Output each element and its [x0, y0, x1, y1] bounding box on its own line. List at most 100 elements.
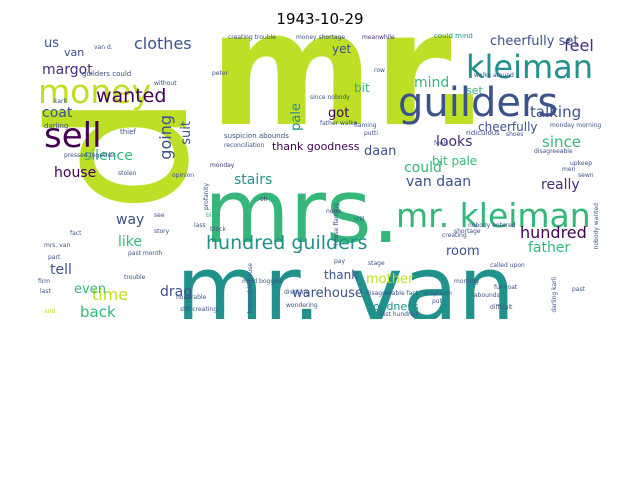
word-disagreeable-fact: disagreeable fact	[366, 290, 418, 297]
word-drag: drag	[160, 284, 193, 300]
word-pay: pay	[334, 258, 346, 265]
word-monday: monday	[210, 162, 235, 169]
word-karli: karli	[54, 98, 67, 105]
word-part: part	[48, 254, 61, 261]
word-us: us	[44, 36, 60, 51]
word-van-d: van d.	[94, 44, 113, 51]
word-dressing: dressing	[284, 289, 310, 296]
word-men: men	[562, 166, 576, 173]
word-nobody-entered: nobody entered	[468, 222, 516, 229]
word-lass: lass	[194, 222, 206, 229]
word-past: past	[572, 286, 585, 293]
word-honorable-house: honorable house	[247, 263, 254, 314]
word-mr-kleiman: mr. kleiman	[396, 196, 591, 235]
word-could-mind: could mind	[434, 33, 473, 40]
word-cheerfully-set: cheerfully set	[490, 34, 579, 49]
word-abounds: abounds	[474, 292, 500, 299]
word-upkeep: upkeep	[570, 160, 593, 167]
word-money-shortage: money shortage	[296, 34, 346, 41]
word-walks-around: walks around	[474, 72, 514, 79]
word-since: since	[542, 133, 581, 151]
word-house-flaming: house flaming	[333, 203, 340, 246]
word-tell: tell	[50, 262, 72, 278]
word-back: back	[80, 303, 116, 320]
word-thief: thief	[120, 128, 136, 136]
word-put: put	[432, 298, 442, 305]
word-wanted: wanted	[96, 85, 167, 107]
word-row: row	[374, 67, 385, 74]
word-last-hundred: last hundred	[380, 311, 418, 318]
word-cloud: mr. d mrs. mr. van guilders mr. kleiman …	[34, 33, 606, 319]
word-putti: putti	[364, 130, 378, 137]
word-pale: pale	[289, 103, 304, 131]
word-reconciliation: reconciliation	[224, 142, 265, 149]
word-profanity: profanity	[203, 183, 210, 210]
word-margot: margot	[42, 62, 93, 78]
word-none: none	[326, 208, 341, 215]
word-bike: bike	[206, 212, 219, 219]
word-block: block	[210, 226, 226, 233]
word-money: money	[38, 72, 152, 111]
word-darling-karli: darling karli	[551, 277, 558, 313]
word-mrs-van: mrs. van	[44, 242, 71, 249]
word-coat: coat	[42, 105, 73, 121]
word-going: going	[156, 115, 175, 160]
word-and: and	[44, 308, 56, 315]
word-like: like	[118, 234, 143, 250]
word-way: way	[116, 212, 145, 228]
word-stolen: stolen	[118, 170, 137, 177]
word-feel: feel	[564, 36, 594, 55]
word-talking: talking	[530, 103, 582, 121]
word-trouble: trouble	[124, 274, 146, 281]
word-bit: bit	[354, 81, 370, 95]
word-time: time	[92, 285, 129, 304]
word-mother: mother	[366, 272, 414, 287]
word-yet: yet	[332, 42, 352, 56]
word-could: could	[404, 160, 442, 176]
word-hundred-guilders: hundred guilders	[206, 232, 368, 254]
word-goodness: goodness	[366, 300, 419, 313]
word-guilders-could: guilders could	[82, 70, 132, 78]
word-mind: mind	[414, 75, 450, 91]
word-father: father	[528, 240, 571, 256]
word-house: house	[54, 165, 97, 181]
word-creating: creating	[442, 232, 467, 239]
word-daan: daan	[364, 144, 397, 159]
word-ridiculous: ridiculous	[466, 129, 500, 137]
word-still-creating: still creating	[180, 306, 218, 313]
word-cheerfully: cheerfully	[478, 120, 538, 134]
word-oh: oh	[260, 196, 268, 203]
word-without: without	[154, 80, 177, 87]
word-room: room	[446, 244, 480, 259]
word-father-walks: father walks	[320, 120, 357, 127]
word-sewn: sewn	[578, 172, 594, 179]
word-guilders: guilders	[398, 80, 559, 126]
word-firm: firm	[38, 278, 50, 285]
word-van-daan: van daan	[406, 174, 472, 190]
word-disagreeable: disagreeable	[534, 148, 573, 155]
word-last: last	[40, 288, 51, 295]
word-sell: sell	[44, 116, 102, 156]
word-opinion: opinion	[172, 172, 195, 179]
word-thank: thank	[324, 268, 359, 282]
word-flaming: flaming	[354, 122, 377, 129]
word-called-upon: called upon	[490, 262, 525, 269]
chart-title: 1943-10-29	[276, 10, 364, 28]
word-got: got	[328, 106, 350, 121]
word-past-month: past month	[128, 250, 163, 257]
word-monday-morning: monday morning	[550, 122, 602, 129]
word-van: van	[64, 46, 85, 59]
word-looks: looks	[436, 134, 473, 150]
word-still: still	[354, 216, 365, 223]
word-warehouse: warehouse	[292, 286, 363, 301]
word-kleiman: kleiman	[466, 48, 594, 86]
word-story: story	[154, 228, 170, 235]
word-suspicion-abounds: suspicion abounds	[224, 132, 289, 140]
word-even: even	[74, 282, 106, 297]
word-stage: stage	[368, 260, 385, 267]
word-feels: feels	[434, 140, 449, 147]
word-suit: suit	[179, 121, 194, 145]
word-darling: darling	[44, 122, 69, 130]
word-stairs: stairs	[234, 172, 273, 188]
word-honorable: honorable	[176, 294, 207, 301]
